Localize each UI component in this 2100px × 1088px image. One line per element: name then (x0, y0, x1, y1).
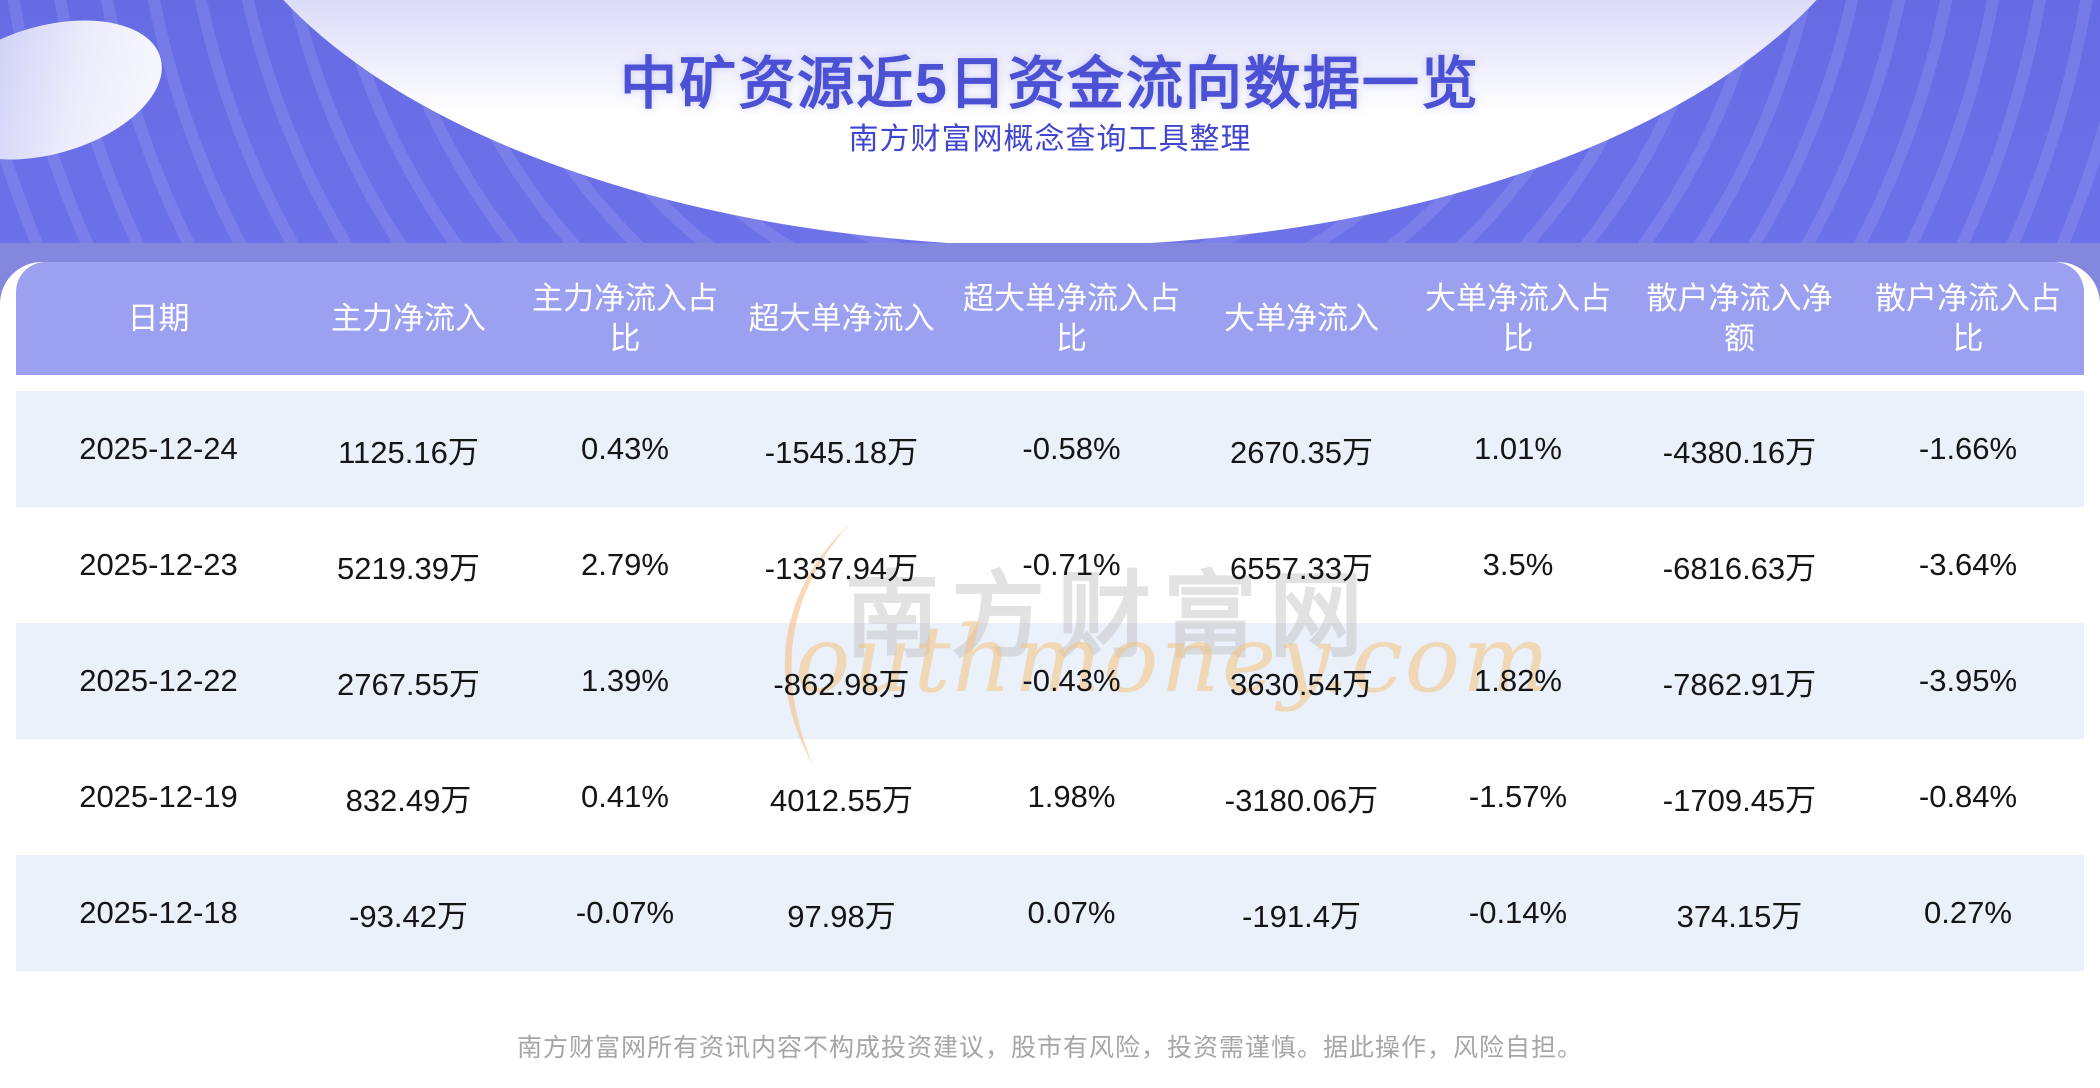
value-cell: -4380.16万 (1662, 434, 1817, 470)
column-header: 主力净流入 (331, 300, 486, 336)
value-cell: -1.57% (1468, 779, 1568, 814)
value-cell: -0.43% (1022, 663, 1121, 698)
value-cell: 2.79% (581, 547, 669, 582)
value-cell: -0.14% (1468, 895, 1568, 930)
value-cell: -3.64% (1918, 547, 2018, 582)
table-row: 2025-12-23 5219.39万 2.79% -1337.94万 -0.71% 65… (16, 507, 2084, 623)
value-cell: 374.15万 (1676, 898, 1803, 934)
column-header: 日期 (127, 300, 190, 336)
fund-flow-table: 日期 主力净流入 主力净流入占比 超大单净流入 超大单净流入占比 大单净流入 大单净流入占比… (16, 262, 2084, 971)
value-cell: 2670.35万 (1229, 434, 1374, 470)
value-cell: 0.27% (1924, 895, 2012, 930)
date-cell: 2025-12-23 (79, 547, 238, 582)
value-cell: 1.39% (581, 663, 669, 698)
value-cell: 3.5% (1482, 547, 1554, 582)
value-cell: -3180.06万 (1224, 782, 1379, 818)
value-cell: 97.98万 (787, 898, 896, 934)
value-cell: -191.4万 (1242, 898, 1361, 934)
value-cell: -6816.63万 (1662, 550, 1817, 586)
table-row: 2025-12-18 -93.42万 -0.07% 97.98万 0.07% -191.4… (16, 855, 2084, 971)
value-cell: -7862.91万 (1662, 666, 1817, 702)
value-cell: 2767.55万 (336, 666, 481, 702)
column-header: 主力净流入占比 (532, 280, 718, 356)
column-header: 大单净流入 (1224, 300, 1379, 336)
date-cell: 2025-12-24 (79, 431, 238, 466)
column-header: 超大单净流入占比 (963, 280, 1180, 356)
value-cell: -0.71% (1022, 547, 1121, 582)
page-subtitle: 南方财富网概念查询工具整理 (848, 123, 1252, 156)
value-cell: 4012.55万 (769, 782, 914, 818)
value-cell: 0.07% (1027, 895, 1116, 930)
table-header-row: 日期 主力净流入 主力净流入占比 超大单净流入 超大单净流入占比 大单净流入 大单净流入占比… (16, 262, 2084, 375)
value-cell: -93.42万 (349, 898, 468, 934)
banner: 中矿资源近5日资金流向数据一览 南方财富网概念查询工具整理 (0, 0, 2100, 245)
value-cell: 1.98% (1027, 779, 1116, 814)
value-cell: 1.01% (1474, 431, 1562, 466)
table-body: 2025-12-24 1125.16万 0.43% -1545.18万 -0.58% 26… (16, 391, 2084, 971)
value-cell: 832.49万 (345, 782, 472, 818)
value-cell: -0.84% (1918, 779, 2018, 814)
value-cell: -1545.18万 (764, 434, 919, 470)
value-cell: -3.95% (1918, 663, 2018, 698)
date-cell: 2025-12-18 (79, 895, 238, 930)
table-row: 2025-12-19 832.49万 0.41% 4012.55万 1.98% -3180… (16, 739, 2084, 855)
table-row: 2025-12-22 2767.55万 1.39% -862.98万 -0.43% 363… (16, 623, 2084, 739)
value-cell: -1337.94万 (764, 550, 919, 586)
value-cell: -862.98万 (773, 666, 910, 702)
table-row: 2025-12-24 1125.16万 0.43% -1545.18万 -0.58% 26… (16, 391, 2084, 507)
value-cell: 1.82% (1474, 663, 1562, 698)
column-header: 散户净流入占比 (1875, 280, 2061, 356)
value-cell: 1125.16万 (338, 434, 479, 470)
date-cell: 2025-12-22 (79, 663, 238, 698)
value-cell: -1709.45万 (1662, 782, 1817, 818)
disclaimer: 南方财富网所有资讯内容不构成投资建议，股市有风险，投资需谨慎。据此操作，风险自担… (516, 1034, 1583, 1062)
value-cell: -0.58% (1022, 431, 1121, 466)
column-header: 散户净流入净额 (1646, 280, 1833, 356)
column-header: 超大单净流入 (748, 300, 935, 336)
page-title: 中矿资源近5日资金流向数据一览 (620, 52, 1480, 116)
value-cell: 5219.39万 (336, 550, 481, 586)
value-cell: -1.66% (1918, 431, 2018, 466)
value-cell: 3630.54万 (1229, 666, 1374, 702)
value-cell: 0.41% (581, 779, 669, 814)
date-cell: 2025-12-19 (79, 779, 238, 814)
column-header: 大单净流入占比 (1425, 280, 1611, 356)
value-cell: 6557.33万 (1229, 550, 1374, 586)
value-cell: 0.43% (581, 431, 669, 466)
value-cell: -0.07% (575, 895, 675, 930)
